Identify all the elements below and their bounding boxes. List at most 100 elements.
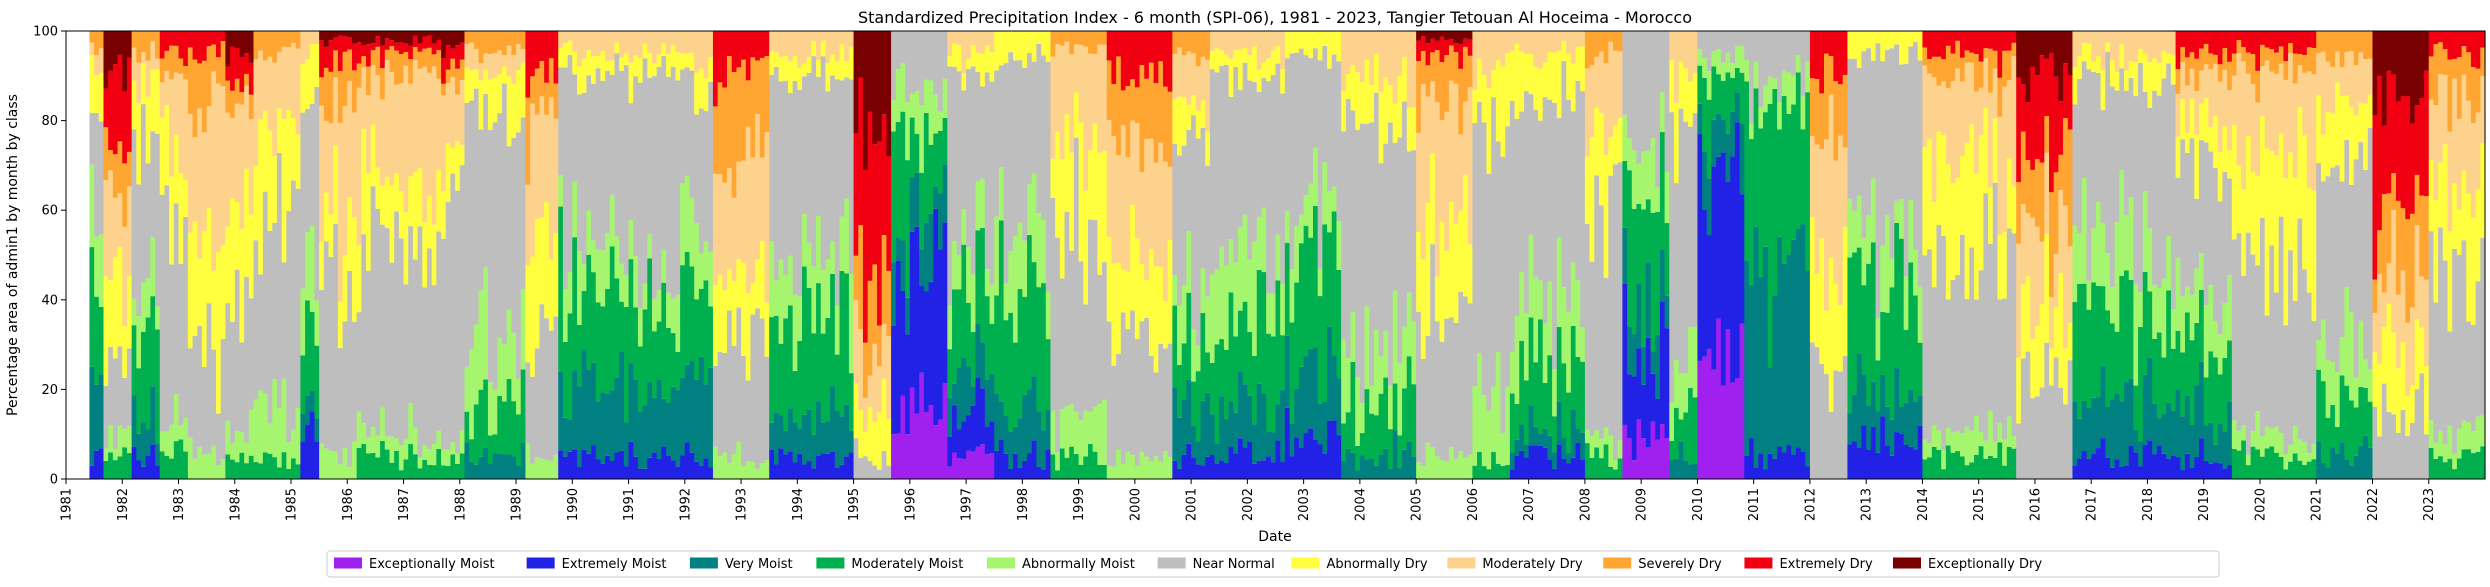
bar-segment (2363, 103, 2369, 170)
bar-segment (1242, 47, 1248, 63)
bar-segment (928, 405, 934, 479)
bar-segment (614, 31, 620, 43)
bar-segment (1308, 348, 1314, 429)
bar-segment (2147, 228, 2153, 292)
bar-segment (961, 421, 967, 459)
bar-segment (1823, 53, 1830, 140)
bar-segment (2363, 169, 2369, 360)
bar-segment (1059, 278, 1066, 410)
bar-segment (398, 470, 405, 479)
bar-segment (914, 133, 920, 173)
bar-segment (1617, 458, 1624, 479)
bar-segment (1195, 31, 1202, 67)
bar-segment (1059, 159, 1066, 279)
bar-segment (403, 459, 409, 479)
bar-segment (1486, 87, 1492, 174)
bar-segment (1908, 31, 1914, 47)
bar-segment (994, 216, 1000, 296)
bar-segment (2377, 363, 2383, 437)
bar-segment (1594, 31, 1600, 57)
bar-segment (2278, 133, 2285, 217)
bar-segment (984, 296, 991, 380)
bar-segment (225, 80, 231, 113)
bar-segment (2016, 182, 2022, 244)
bar-segment (267, 31, 273, 57)
bar-segment (975, 230, 981, 324)
bar-segment (323, 120, 330, 193)
bar-segment (1083, 46, 1089, 191)
bar-segment (141, 422, 147, 467)
bar-segment (1748, 284, 1755, 439)
bar-segment (764, 56, 770, 133)
bar-segment (1763, 85, 1769, 113)
bar-segment (2011, 186, 2017, 234)
bar-segment (1838, 31, 1844, 85)
bar-segment (248, 298, 255, 410)
bar-segment (211, 71, 217, 271)
bar-segment (670, 45, 677, 67)
bar-segment (2302, 135, 2308, 270)
bar-segment (469, 348, 475, 440)
bar-segment (108, 170, 114, 281)
bar-segment (1041, 469, 1047, 479)
bar-segment (300, 112, 306, 289)
bar-segment (122, 447, 128, 479)
bar-segment (1444, 31, 1450, 41)
bar-segment (816, 456, 822, 479)
x-tick-label: 2010 (1691, 488, 1706, 521)
bar-segment (881, 450, 887, 479)
bar-segment (1167, 166, 1173, 240)
bar-segment (487, 382, 494, 436)
bar-segment (2456, 57, 2463, 119)
bar-segment (773, 67, 780, 281)
bar-segment (895, 260, 902, 434)
bar-segment (773, 464, 780, 479)
bar-segment (1641, 346, 1647, 385)
bar-segment (1059, 409, 1066, 449)
bar-segment (126, 186, 133, 276)
bar-segment (1758, 31, 1764, 108)
bar-segment (1617, 440, 1624, 459)
bar-segment (384, 60, 391, 177)
bar-segment (2105, 406, 2111, 458)
bar-segment (2119, 68, 2125, 171)
bar-segment (248, 31, 255, 63)
bar-segment (2381, 194, 2388, 293)
bar-segment (384, 176, 391, 229)
bar-segment (942, 117, 948, 165)
bar-segment (572, 370, 578, 450)
bar-segment (2128, 77, 2134, 197)
bar-segment (989, 52, 995, 82)
bar-segment (1275, 63, 1281, 235)
bar-segment (609, 194, 616, 247)
bar-segment (1073, 31, 1080, 45)
bar-segment (2063, 348, 2069, 405)
bar-segment (169, 424, 175, 459)
bar-segment (225, 226, 231, 304)
x-tick-label: 2019 (2197, 488, 2212, 521)
bar-segment (970, 66, 977, 275)
bar-segment (680, 455, 686, 479)
bar-segment (1017, 222, 1023, 289)
bar-segment (2405, 436, 2411, 479)
bar-segment (1219, 50, 1225, 66)
bar-segment (1125, 329, 1131, 452)
bar-segment (1181, 97, 1188, 146)
bar-segment (1425, 202, 1431, 336)
bar-segment (684, 442, 691, 479)
bar-segment (1598, 112, 1605, 206)
bar-segment (155, 306, 161, 330)
bar-segment (2377, 230, 2383, 275)
bar-segment (1266, 293, 1272, 334)
bar-segment (825, 63, 831, 92)
bar-segment (455, 68, 461, 95)
bar-segment (2222, 126, 2228, 172)
bar-segment (2456, 209, 2463, 255)
bar-segment (1697, 103, 1703, 135)
bar-segment (666, 292, 672, 328)
bar-segment (94, 75, 100, 113)
bar-segment (1941, 450, 1947, 470)
bar-segment (2184, 85, 2191, 133)
bar-segment (319, 241, 325, 290)
bar-segment (1603, 63, 1609, 156)
